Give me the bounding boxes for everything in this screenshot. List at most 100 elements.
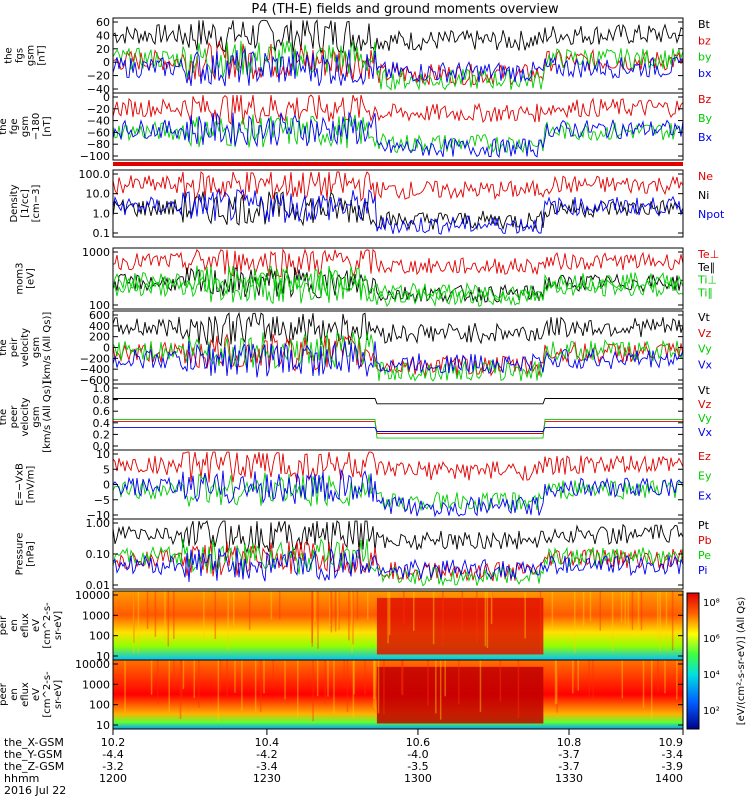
spectrogram-stripe [173,660,175,690]
figure-title: P4 (TH-E) fields and ground moments over… [251,2,559,17]
spectrogram-stripe [193,660,196,699]
panel-frame [112,247,684,310]
orbit-row-label: hhmm [4,772,39,785]
colorbar-gradient [686,592,700,730]
orbit-cell: 1230 [253,772,281,785]
y-tick-label: 0.1 [93,227,111,240]
spectrogram-stripe [154,591,157,637]
spectrogram-stripe [373,660,375,700]
spectrogram-stripe [314,591,316,622]
legend-label: Npot [698,208,725,221]
y-tick-label: 100 [89,699,110,712]
spectrogram-stripe [348,591,350,641]
legend-label: Ne [698,170,713,183]
y-tick-label: −60 [87,126,110,139]
spectrogram-stripe [346,660,349,713]
spectrogram-stripe [551,591,554,631]
spectrogram-stripe [458,660,460,705]
spectrogram-stripe [427,660,429,706]
y-axis-label: thefgegsm−180[nT] [0,113,53,140]
colorbar-tick-label: 10⁶ [703,634,720,645]
panel-6: 1.00.80.60.40.20.0 thepeervelocitygsm[km/… [0,381,713,453]
y-tick-label: 0.6 [93,405,111,418]
spectrogram-stripe [589,591,592,622]
spectrogram-stripe [278,591,281,620]
legend-label: Pt [698,519,710,532]
y-axis-label: thefgsgsm[nT] [4,45,48,66]
series-Pb [112,540,684,582]
orbit-cell: -4.2 [256,748,277,761]
orbit-cell: -3.9 [662,760,683,773]
y-tick-label: 1.00 [86,517,111,530]
spectrogram-stripe [374,660,377,711]
spectrogram-stripe [387,591,389,644]
spectrogram-stripe [631,591,634,630]
spectrogram-stripe [364,660,366,695]
y-tick-label: 0.4 [93,417,111,430]
series-Ez [112,451,684,483]
spectrogram-stripe [317,591,319,649]
orbit-cell: -4.0 [407,748,428,761]
y-tick-label: −20 [87,70,110,83]
spectrogram-stripe [486,591,489,649]
legend-label: by [698,51,712,64]
spectrogram-stripe [338,591,340,630]
y-tick-label: 1000 [82,678,110,691]
y-axis-label: thepeerenefluxeV[cm^2-s-sr-eV] [0,671,64,718]
spectrogram-stripe [476,591,478,644]
spectrogram-stripe [352,660,355,718]
y-tick-label: −80 [87,138,110,151]
y-tick-label: 600 [89,309,110,322]
spectrogram-stripe [367,591,369,620]
panel-10: 10000 1000 100 10 thepeerenefluxeV[cm^2-s-sr… [0,658,684,732]
panel-9: 10000 1000 100 10 thepeirenefluxeV[cm^2-s-sr… [0,589,684,663]
spectrogram-stripe [214,591,217,639]
orbit-cell: 1300 [404,772,432,785]
spectrogram-stripe [373,660,375,708]
panel-2: 0−20−40−60−80−100 thefgegsm−180[nT] Bz By Bx [0,91,713,163]
y-tick-label: 1000 [82,609,110,622]
y-tick-label: −200 [80,352,110,365]
spectrogram-stripe [621,660,624,699]
quality-flag-bar [113,162,683,166]
spectrogram-stripe [241,660,243,711]
series-Bz [112,94,684,126]
spectrogram-stripe [400,660,403,695]
y-tick-label: 10.0 [86,188,111,201]
spectrogram-stripe [333,660,335,714]
spectrogram-stripe [334,591,337,632]
series-Bx [112,111,684,159]
colorbar-tick-label: 10⁸ [703,598,720,609]
spectrogram-stripe [388,591,391,636]
series-Te⊥ [112,248,684,278]
spectrogram-stripe [490,591,493,624]
panel-frame [112,169,684,238]
spectrogram-stripe [352,591,354,645]
legend-label: Pi [698,564,707,577]
y-axis-label: Pressure[nPa] [15,533,37,576]
orbit-cell: -3.4 [256,760,277,773]
y-tick-label: 10 [96,719,110,732]
spectrogram-stripe [198,660,200,708]
spectrogram-stripe [179,660,182,720]
spectrogram-stripe [272,660,275,688]
panel-8: 1.00 0.10 0.01 Pressure[nPa] Pt Pb Pe Pi [15,517,712,592]
legend-label: Ni [698,189,709,202]
spectrogram-stripe [412,591,415,631]
panel-frame [112,92,684,161]
spectrogram-stripe [234,660,236,693]
spectrogram-stripe [254,660,257,712]
panel-frame [112,659,684,730]
orbit-cell: 10.4 [255,736,280,749]
series-Vy [112,331,684,382]
spectrogram-stripe [435,660,437,714]
spectrogram-stripe [181,660,183,698]
orbit-cell: -4.4 [102,748,123,761]
series-Ey [112,472,684,512]
series-Pi [112,547,684,583]
spectrogram-stripe [351,591,353,653]
spectrogram-stripe [146,591,149,630]
y-tick-label: 40 [96,29,110,42]
spectrogram-plasma-sheet-band [376,666,544,724]
